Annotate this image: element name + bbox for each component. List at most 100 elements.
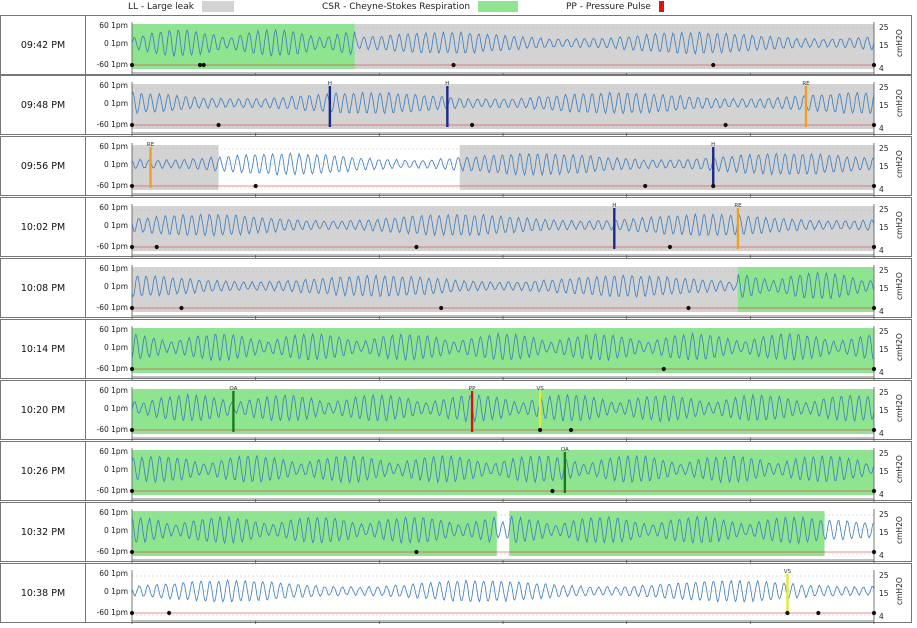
left-tick-label: 0 1pm: [104, 404, 128, 413]
left-tick-label: -60 1pm: [97, 364, 128, 373]
flow-waveform: [131, 91, 875, 115]
csr-band: [132, 328, 874, 373]
chart-strip: 10:32 PM 60 1pm 0 1pm -60 1pm 25 15 4 cmH2O: [0, 502, 912, 563]
left-tick-label: -60 1pm: [97, 608, 128, 617]
left-tick-label: 60 1pm: [99, 21, 128, 30]
right-tick-label: 4: [879, 551, 884, 560]
right-tick-label: 4: [879, 429, 884, 438]
right-tick-label: 25: [879, 327, 889, 336]
timeline-dot: [871, 62, 877, 68]
right-tick-label: 25: [879, 205, 889, 214]
flow-waveform: [131, 28, 875, 57]
strip-time-label: 10:32 PM: [0, 502, 86, 562]
legend-swatch-csr: [478, 1, 519, 12]
right-tick-label: 15: [879, 162, 889, 171]
strip-svg: 60 1pm 0 1pm -60 1pm 25 15 4 cmH2O: [97, 325, 904, 380]
strip-svg: 60 1pm 0 1pm -60 1pm 25 15 4 cmH2O: [97, 21, 904, 76]
large-leak-band: [459, 145, 874, 190]
right-tick-label: 15: [879, 41, 889, 50]
strip-svg: 60 1pm 0 1pm -60 1pm 25 15 4 cmH2O OA: [97, 447, 904, 502]
timeline-dot: [711, 183, 716, 189]
left-tick-label: 60 1pm: [99, 569, 128, 578]
strip-time-label: 10:26 PM: [0, 441, 86, 501]
left-tick-label: 60 1pm: [99, 325, 128, 334]
timeline-dot: [686, 305, 691, 311]
strip-plot-area: 60 1pm 0 1pm -60 1pm 25 15 4 cmH2O: [86, 15, 912, 76]
timeline-dot: [871, 122, 877, 128]
timeline-dot: [871, 488, 877, 494]
strip-plot-area: 60 1pm 0 1pm -60 1pm 25 15 4 cmH2O OA PP VS: [86, 380, 912, 441]
legend-label-large-leak: LL - Large leak: [128, 1, 194, 12]
right-tick-label: 4: [879, 307, 884, 316]
strip-time-label: 10:38 PM: [0, 563, 86, 623]
left-tick-label: 0 1pm: [104, 282, 128, 291]
legend-swatch-large-leak: [201, 1, 234, 12]
legend-item-csr: CSR - Cheyne-Stokes Respiration: [322, 1, 519, 12]
right-axis-unit: cmH2O: [895, 333, 904, 361]
strip-plot-area: 60 1pm 0 1pm -60 1pm 25 15 4 cmH2O H H RE: [86, 75, 912, 136]
large-leak-band: [132, 84, 874, 129]
left-tick-label: 60 1pm: [99, 264, 128, 273]
legend: LL - Large leak CSR - Cheyne-Stokes Resp…: [0, 0, 917, 13]
left-tick-label: -60 1pm: [97, 60, 128, 69]
right-axis-unit: cmH2O: [895, 577, 904, 605]
timeline-dot: [129, 610, 135, 616]
right-tick-label: 15: [879, 589, 889, 598]
timeline-dot: [154, 244, 159, 250]
left-tick-label: -60 1pm: [97, 425, 128, 434]
left-tick-label: -60 1pm: [97, 547, 128, 556]
right-tick-label: 4: [879, 124, 884, 133]
strip-plot-area: 60 1pm 0 1pm -60 1pm 25 15 4 cmH2O OA: [86, 441, 912, 502]
legend-label-pressure-pulse: PP - Pressure Pulse: [566, 1, 651, 12]
strip-svg: 60 1pm 0 1pm -60 1pm 25 15 4 cmH2O OA PP VS: [97, 386, 904, 441]
timeline-dot: [871, 366, 877, 372]
right-tick-label: 15: [879, 101, 889, 110]
timeline-dot: [816, 610, 821, 616]
timeline-dot: [167, 610, 172, 616]
timeline-dot: [667, 244, 673, 250]
strip-svg: 60 1pm 0 1pm -60 1pm 25 15 4 cmH2O H H RE: [97, 81, 904, 136]
right-tick-label: 4: [879, 368, 884, 377]
left-tick-label: -60 1pm: [97, 181, 128, 190]
strip-time-label: 09:42 PM: [0, 15, 86, 75]
event-label: RE: [734, 203, 742, 209]
flow-waveform: [131, 454, 875, 484]
chart-strip: 10:14 PM 60 1pm 0 1pm -60 1pm 25 15 4 cmH2O: [0, 319, 912, 380]
chart-strip: 09:56 PM 60 1pm 0 1pm -60 1pm 25 15 4 cmH2O RE H: [0, 136, 912, 197]
strip-svg: 60 1pm 0 1pm -60 1pm 25 15 4 cmH2O VS: [97, 569, 904, 624]
left-tick-label: -60 1pm: [97, 120, 128, 129]
timeline-dot: [451, 62, 456, 68]
left-tick-label: -60 1pm: [97, 242, 128, 251]
right-axis-unit: cmH2O: [895, 455, 904, 483]
event-label: H: [612, 203, 616, 209]
right-tick-label: 25: [879, 388, 889, 397]
left-tick-label: 60 1pm: [99, 386, 128, 395]
timeline-dot: [643, 183, 648, 189]
legend-item-large-leak: LL - Large leak: [128, 1, 234, 12]
left-tick-label: -60 1pm: [97, 303, 128, 312]
strip-time-label: 10:14 PM: [0, 319, 86, 379]
chart-strip: 10:20 PM 60 1pm 0 1pm -60 1pm 25 15 4 cmH2O OA PP…: [0, 380, 912, 441]
left-tick-label: 0 1pm: [104, 465, 128, 474]
large-leak-band: [132, 206, 874, 251]
event-label: OA: [561, 447, 569, 453]
timeline-dot: [568, 427, 574, 433]
right-tick-label: 15: [879, 406, 889, 415]
right-axis-unit: cmH2O: [895, 29, 904, 57]
strip-svg: 60 1pm 0 1pm -60 1pm 25 15 4 cmH2O: [97, 508, 904, 563]
timeline-dot: [129, 122, 135, 128]
right-tick-label: 4: [879, 185, 884, 194]
right-tick-label: 25: [879, 571, 889, 580]
flow-waveform: [131, 392, 875, 424]
timeline-dot: [129, 305, 135, 311]
left-tick-label: 0 1pm: [104, 39, 128, 48]
timeline-dot: [253, 183, 258, 189]
flow-waveform: [131, 578, 875, 604]
flow-waveform: [131, 152, 875, 177]
timeline-dot: [129, 62, 135, 68]
right-tick-label: 25: [879, 83, 889, 92]
left-tick-label: 0 1pm: [104, 587, 128, 596]
timeline-dot: [129, 366, 135, 372]
right-tick-label: 25: [879, 510, 889, 519]
timeline-dot: [871, 610, 877, 616]
